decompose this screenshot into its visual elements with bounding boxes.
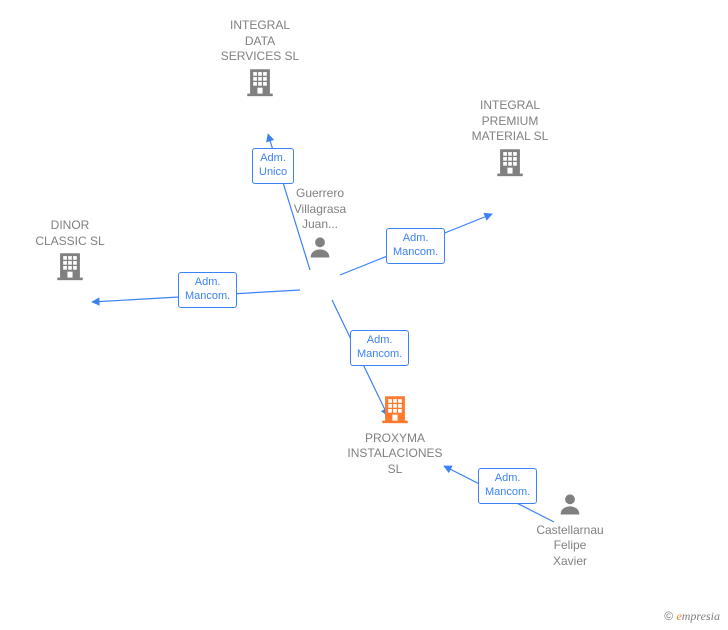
edge-label: Adm.Mancom. [478,468,537,504]
building-icon [205,65,315,104]
edge-label: Adm.Unico [252,148,294,184]
person-icon [265,233,375,266]
edge-label: Adm.Mancom. [178,272,237,308]
node-label: CastellarnauFelipeXavier [515,523,625,570]
node-integral-premium: INTEGRALPREMIUMMATERIAL SL [455,98,565,183]
edge-label: Adm.Mancom. [386,228,445,264]
copyright-symbol: © [664,609,673,623]
building-icon [340,392,450,431]
brand-rest: mpresia [682,609,720,623]
node-label: DINORCLASSIC SL [15,218,125,249]
node-integral-data: INTEGRALDATASERVICES SL [205,18,315,103]
footer-branding: © empresia [664,609,720,624]
node-dinor: DINORCLASSIC SL [15,218,125,288]
node-label: INTEGRALPREMIUMMATERIAL SL [455,98,565,145]
building-icon [15,249,125,288]
node-label: INTEGRALDATASERVICES SL [205,18,315,65]
edge-label: Adm.Mancom. [350,330,409,366]
node-proxyma: PROXYMAINSTALACIONESSL [340,392,450,477]
node-label: PROXYMAINSTALACIONESSL [340,431,450,478]
node-label: GuerreroVillagrasaJuan... [265,186,375,233]
node-guerrero: GuerreroVillagrasaJuan... [265,186,375,265]
building-icon [455,145,565,184]
